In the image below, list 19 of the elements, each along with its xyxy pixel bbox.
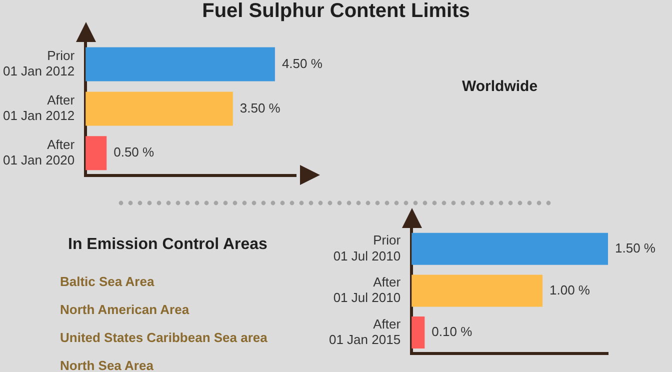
text: North American Area	[60, 302, 190, 317]
y-tick-label: After 01 Jul 2010	[333, 274, 402, 306]
text: In Emission Control Areas	[68, 236, 268, 254]
text: Fuel Sulphur Content Limits	[201, 0, 471, 23]
y-tick-label: Prior 01 Jul 2010	[333, 232, 402, 264]
y-tick-label: Prior 01 Jan 2012	[2, 48, 76, 79]
text: North Sea Area	[60, 358, 154, 372]
text: Baltic Sea Area	[60, 274, 154, 289]
y-tick-label: After 01 Jan 2012	[2, 92, 76, 124]
data-label: 0.50 %	[114, 144, 155, 160]
data-label: 0.10 %	[432, 324, 473, 340]
y-tick-label: After 01 Jan 2015	[328, 316, 402, 347]
data-label: 4.50 %	[282, 56, 323, 71]
y-tick-label: After 01 Jan 2020	[2, 136, 76, 168]
data-label: 1.00 %	[550, 282, 590, 298]
text: Worldwide	[462, 78, 538, 95]
data-label: 1.50 %	[615, 240, 656, 256]
data-label: 3.50 %	[240, 100, 281, 116]
text: United States Caribbean Sea area	[60, 330, 268, 345]
